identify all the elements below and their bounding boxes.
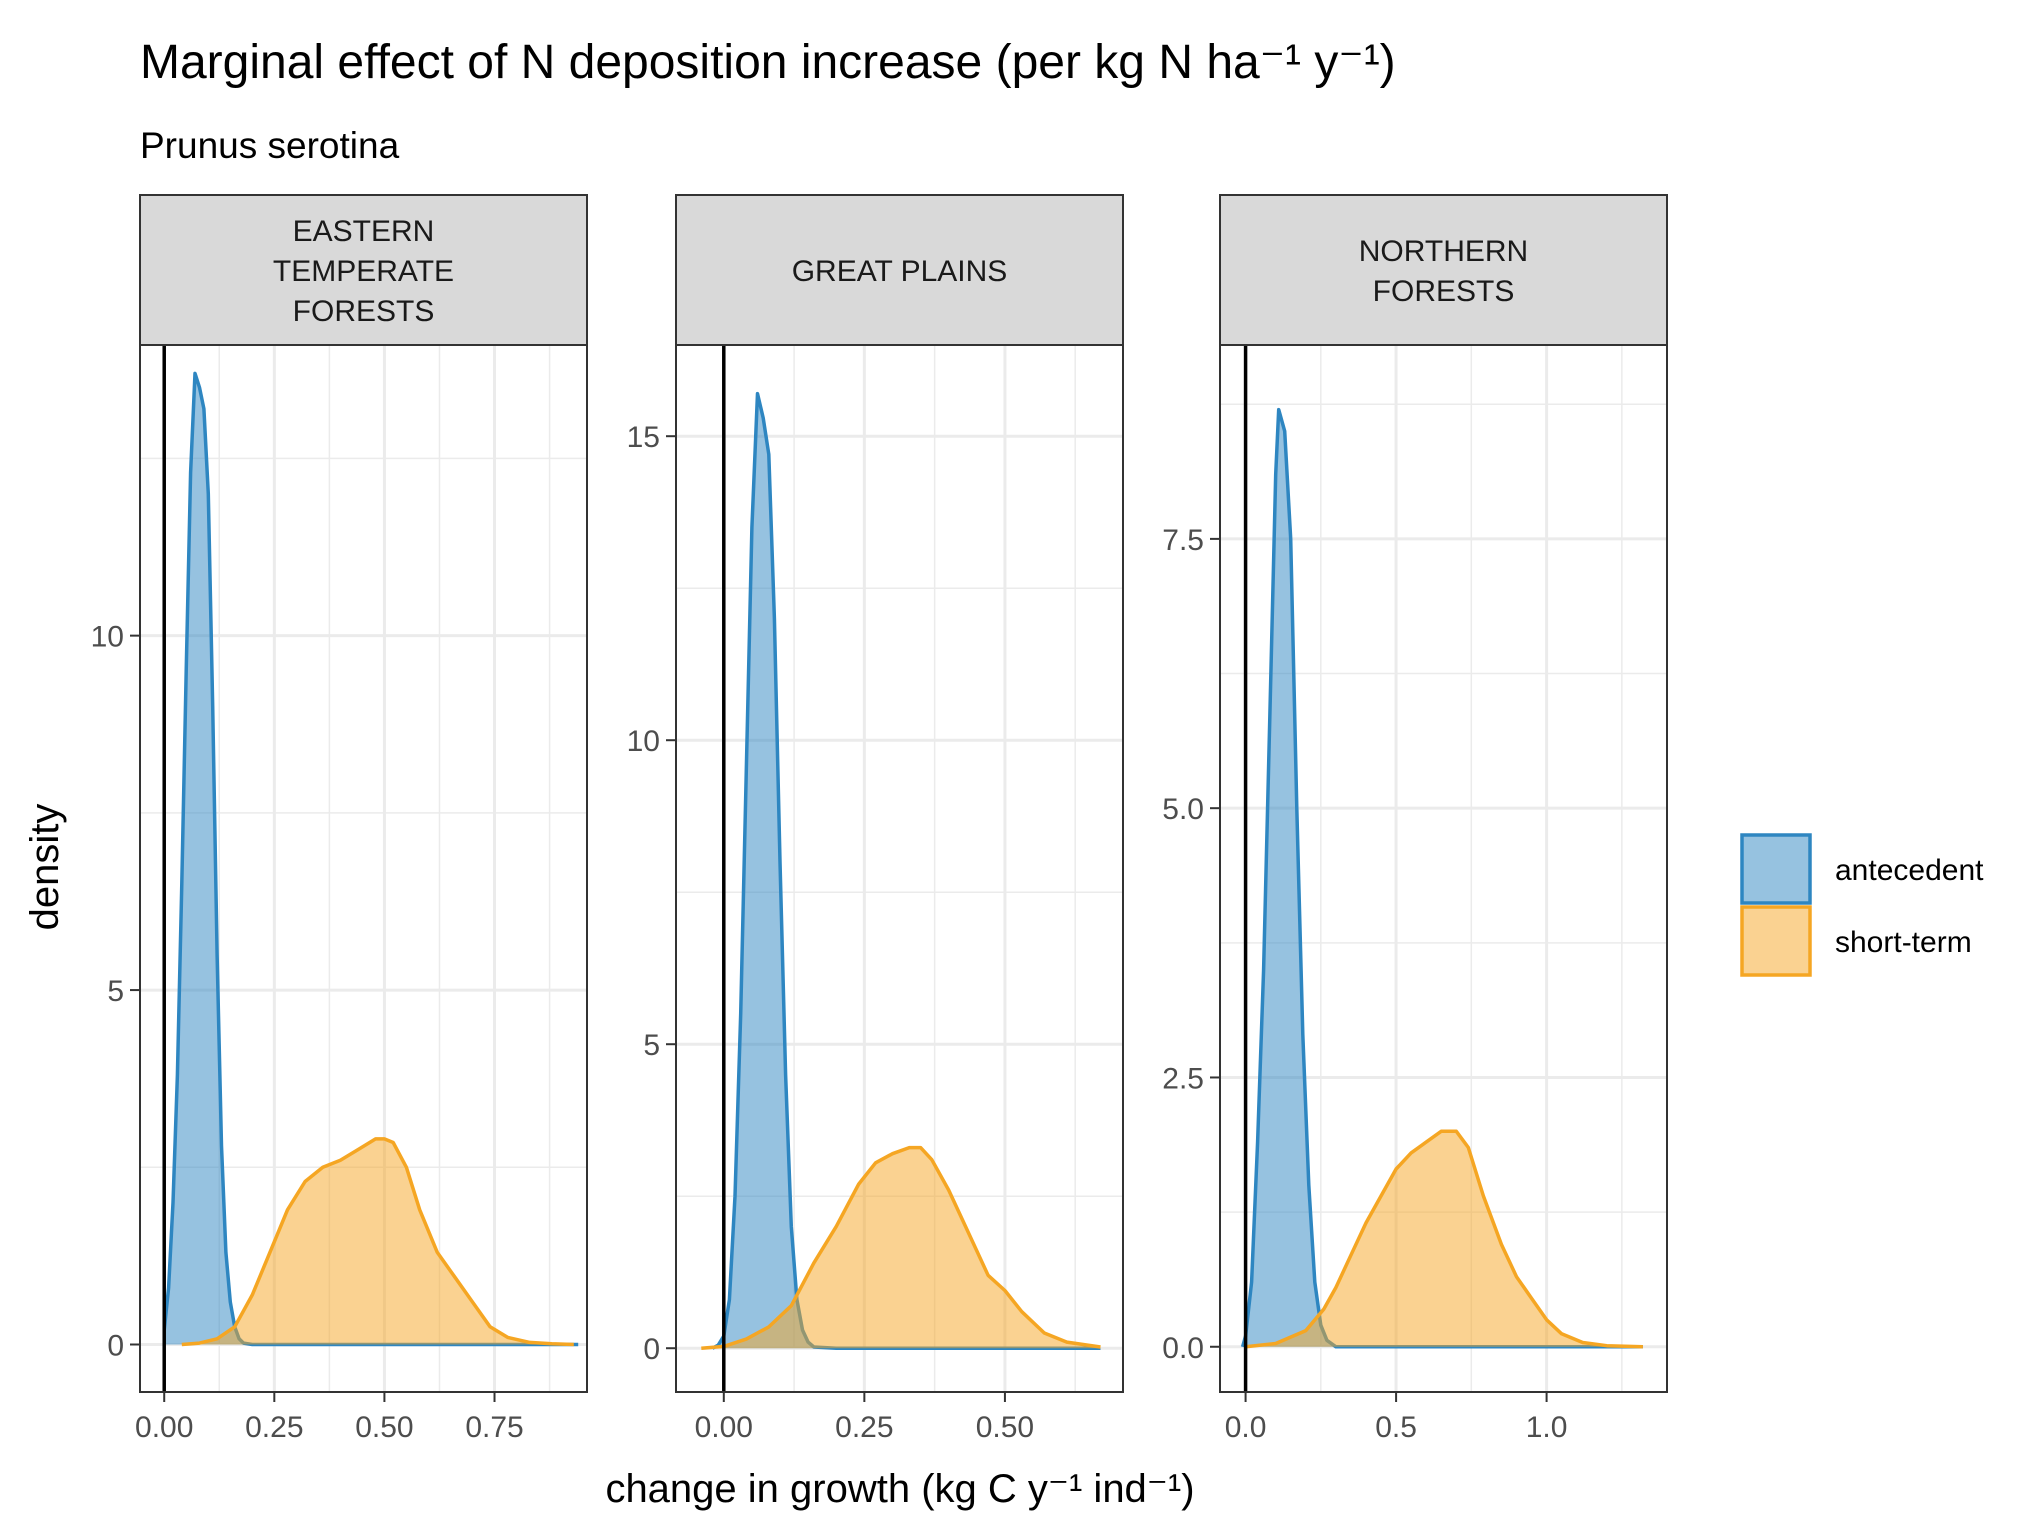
y-tick-label: 0: [107, 1330, 124, 1363]
facet-strip-label: TEMPERATE: [273, 255, 454, 288]
x-tick-label: 1.0: [1526, 1411, 1568, 1444]
x-tick-label: 0.25: [245, 1411, 303, 1444]
x-tick-label: 0.5: [1375, 1411, 1417, 1444]
facet-strip: [675, 194, 1124, 346]
y-tick-label: 0.0: [1162, 1332, 1204, 1365]
legend: antecedent short-term: [1740, 833, 1984, 977]
x-tick-label: 0.50: [976, 1411, 1034, 1444]
chart-title: Marginal effect of N deposition increase…: [140, 36, 1396, 89]
density-line-short-term: [701, 1145, 1101, 1350]
facet-panel: EASTERN TEMPERATE FORESTS 0.00 0.25 0.50 0.75 0…: [91, 194, 588, 1444]
x-tick-label: 0.75: [465, 1411, 523, 1444]
facet-strip: [1219, 194, 1668, 346]
y-tick-label: 7.5: [1162, 524, 1204, 557]
y-axis-title: density: [23, 804, 67, 931]
y-tick-label: 2.5: [1162, 1062, 1204, 1095]
y-tick-label: 10: [91, 621, 124, 654]
x-tick-label: 0.00: [135, 1411, 193, 1444]
chart-subtitle: Prunus serotina: [140, 125, 400, 166]
facet-panel: GREAT PLAINS 0.00 0.25 0.50 0 5 10 15: [627, 194, 1124, 1444]
density-line-short-term: [1245, 1129, 1643, 1349]
density-area-short-term: [181, 1138, 574, 1345]
y-tick-label: 0: [643, 1333, 660, 1366]
density-area-short-term: [1245, 1131, 1643, 1347]
y-tick-label: 15: [627, 421, 660, 454]
legend-key-antecedent: [1740, 833, 1812, 905]
facet-panel: NORTHERN FORESTS 0.0 0.5 1.0 0.0 2.5 5.0 7.5: [1162, 194, 1668, 1444]
y-tick-label: 5: [643, 1029, 660, 1062]
y-tick-label: 5: [107, 975, 124, 1008]
facet-strip-label: FORESTS: [293, 295, 435, 328]
facet-strip-label: NORTHERN: [1359, 235, 1528, 268]
legend-label-short_term: short-term: [1835, 926, 1972, 959]
density-area-short-term: [701, 1147, 1101, 1349]
density-line-short-term: [181, 1137, 574, 1347]
x-tick-label: 0.0: [1225, 1411, 1267, 1444]
facet-strip-label: GREAT PLAINS: [792, 255, 1008, 288]
facet-strip-label: FORESTS: [1373, 275, 1515, 308]
x-tick-label: 0.00: [695, 1411, 753, 1444]
x-tick-label: 0.50: [355, 1411, 413, 1444]
x-tick-label: 0.25: [835, 1411, 893, 1444]
facet-strip: [139, 194, 588, 346]
y-tick-label: 5.0: [1162, 793, 1204, 826]
y-tick-label: 10: [627, 725, 660, 758]
density-area-antecedent: [712, 393, 1101, 1349]
facet-strip-label: EASTERN: [293, 215, 435, 248]
legend-label-antecedent: antecedent: [1835, 854, 1984, 887]
density-area-antecedent: [1242, 409, 1643, 1347]
legend-key-short_term: [1740, 905, 1812, 977]
x-axis-title: change in growth (kg C y⁻¹ ind⁻¹): [605, 1467, 1194, 1511]
